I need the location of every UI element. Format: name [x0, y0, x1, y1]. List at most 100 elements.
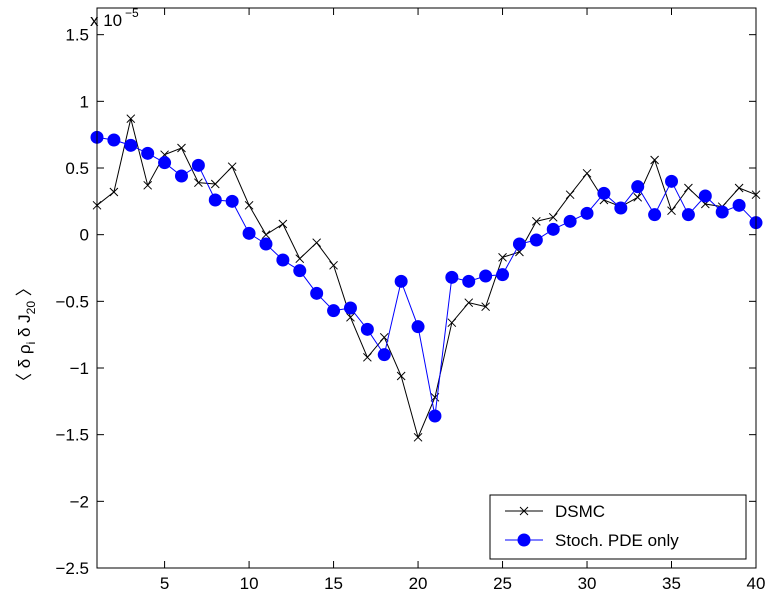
data-point-1-12 — [293, 264, 307, 278]
data-point-1-1 — [107, 133, 121, 147]
x-tick-label-5: 30 — [578, 574, 597, 593]
legend-pde-marker — [517, 533, 531, 547]
data-point-0-22 — [464, 298, 474, 308]
data-point-0-28 — [565, 190, 575, 200]
y-axis-multiplier: x 10 −5 — [90, 6, 139, 30]
data-point-0-27 — [548, 212, 558, 222]
ylabel-part-2: δ J — [15, 314, 34, 341]
ylabel-part-1: 〈 δ ρ — [15, 344, 34, 390]
data-point-1-32 — [631, 180, 645, 194]
plot-area — [97, 8, 756, 568]
data-point-1-11 — [276, 253, 290, 267]
data-point-1-22 — [462, 274, 476, 288]
y-tick-label-8: −2.5 — [55, 559, 89, 578]
data-point-1-3 — [141, 146, 155, 160]
plot-background — [97, 8, 756, 568]
data-point-0-2 — [126, 114, 136, 124]
legend-box — [489, 494, 747, 560]
data-point-0-32 — [633, 192, 643, 202]
y-axis-label: 〈 δ ρi δ J20 〉 — [15, 279, 38, 390]
data-point-1-9 — [242, 226, 256, 240]
data-point-0-3 — [143, 180, 153, 190]
data-point-0-12 — [295, 254, 305, 264]
data-point-0-13 — [312, 238, 322, 248]
data-point-0-14 — [329, 260, 338, 270]
x-tick-label-3: 20 — [409, 574, 428, 593]
data-point-1-19 — [411, 320, 425, 334]
data-point-1-20 — [428, 409, 442, 423]
series-line-1 — [96, 136, 757, 417]
data-point-0-7 — [210, 179, 220, 189]
y-tick-label-1: 1 — [80, 92, 89, 111]
series-group — [90, 114, 763, 442]
legend: DSMC Stoch. PDE only — [489, 494, 747, 560]
data-point-0-23 — [481, 302, 490, 312]
ylabel-sub-2: 20 — [24, 301, 38, 315]
data-point-0-33 — [650, 155, 659, 165]
x-tick-label-4: 25 — [493, 574, 512, 593]
y-tick-label-3: 0 — [80, 226, 89, 245]
data-point-0-29 — [582, 168, 592, 178]
legend-label-dsmc: DSMC — [555, 502, 605, 521]
y-tick-label-7: −2 — [70, 492, 89, 511]
legend-label-pde: Stoch. PDE only — [555, 531, 679, 550]
data-point-1-16 — [360, 322, 374, 336]
data-point-1-38 — [732, 198, 746, 212]
data-point-1-14 — [327, 304, 341, 318]
data-point-1-5 — [174, 169, 188, 183]
data-point-0-8 — [227, 162, 237, 172]
axes: 5 10 15 20 25 30 35 40 1.5 1 0.5 0 −0.5 −1 −1.5 −2 −2.5 — [55, 7, 766, 593]
data-point-1-23 — [479, 269, 493, 283]
data-point-1-34 — [665, 174, 679, 188]
y-tick-label-2: 0.5 — [65, 159, 89, 178]
data-point-0-5 — [177, 143, 186, 153]
x-tick-label-1: 10 — [240, 574, 259, 593]
multiplier-text: x 10 — [90, 11, 122, 30]
data-point-0-21 — [447, 318, 457, 328]
x-tick-label-2: 15 — [324, 574, 343, 593]
data-point-1-10 — [259, 237, 273, 251]
data-point-1-37 — [715, 205, 729, 219]
data-point-0-1 — [109, 187, 119, 197]
y-tick-label-5: −1 — [70, 359, 89, 378]
data-point-1-2 — [124, 138, 138, 152]
data-point-1-28 — [563, 214, 577, 228]
data-point-1-29 — [580, 206, 594, 220]
data-point-1-7 — [208, 193, 222, 207]
data-point-1-30 — [597, 186, 611, 200]
legend-dsmc-marker — [519, 506, 529, 516]
data-point-0-34 — [667, 206, 676, 216]
data-point-0-35 — [684, 183, 693, 193]
x-tick-label-6: 35 — [662, 574, 681, 593]
data-point-1-24 — [496, 268, 510, 282]
data-point-1-36 — [698, 189, 712, 203]
data-point-1-8 — [225, 194, 239, 208]
axes-box — [96, 7, 757, 569]
data-point-0-9 — [244, 200, 254, 210]
data-point-0-26 — [531, 216, 541, 226]
data-point-0-6 — [194, 178, 203, 188]
data-point-0-17 — [379, 332, 389, 342]
data-point-1-21 — [445, 270, 459, 284]
data-point-0-15 — [346, 312, 355, 322]
data-point-1-17 — [377, 348, 391, 362]
data-point-1-27 — [546, 222, 560, 236]
data-point-1-33 — [648, 208, 662, 222]
data-point-1-26 — [529, 233, 543, 247]
x-tick-label-7: 40 — [747, 574, 766, 593]
data-point-1-25 — [512, 237, 526, 251]
data-point-0-19 — [413, 432, 423, 442]
data-point-1-18 — [394, 274, 408, 288]
data-point-1-15 — [343, 301, 357, 315]
data-point-0-10 — [261, 230, 271, 240]
data-point-0-16 — [363, 352, 372, 362]
ylabel-part-3: 〉 — [15, 279, 34, 301]
data-point-1-6 — [191, 158, 205, 172]
y-tick-label-6: −1.5 — [55, 426, 89, 445]
data-point-1-31 — [614, 201, 628, 215]
data-point-1-13 — [310, 286, 324, 300]
data-point-0-38 — [734, 183, 744, 193]
data-point-0-11 — [278, 219, 288, 229]
data-point-0-24 — [498, 252, 507, 262]
svg-text:〈 δ ρi δ J20 〉: 〈 δ ρi δ J20 〉 — [15, 279, 38, 390]
